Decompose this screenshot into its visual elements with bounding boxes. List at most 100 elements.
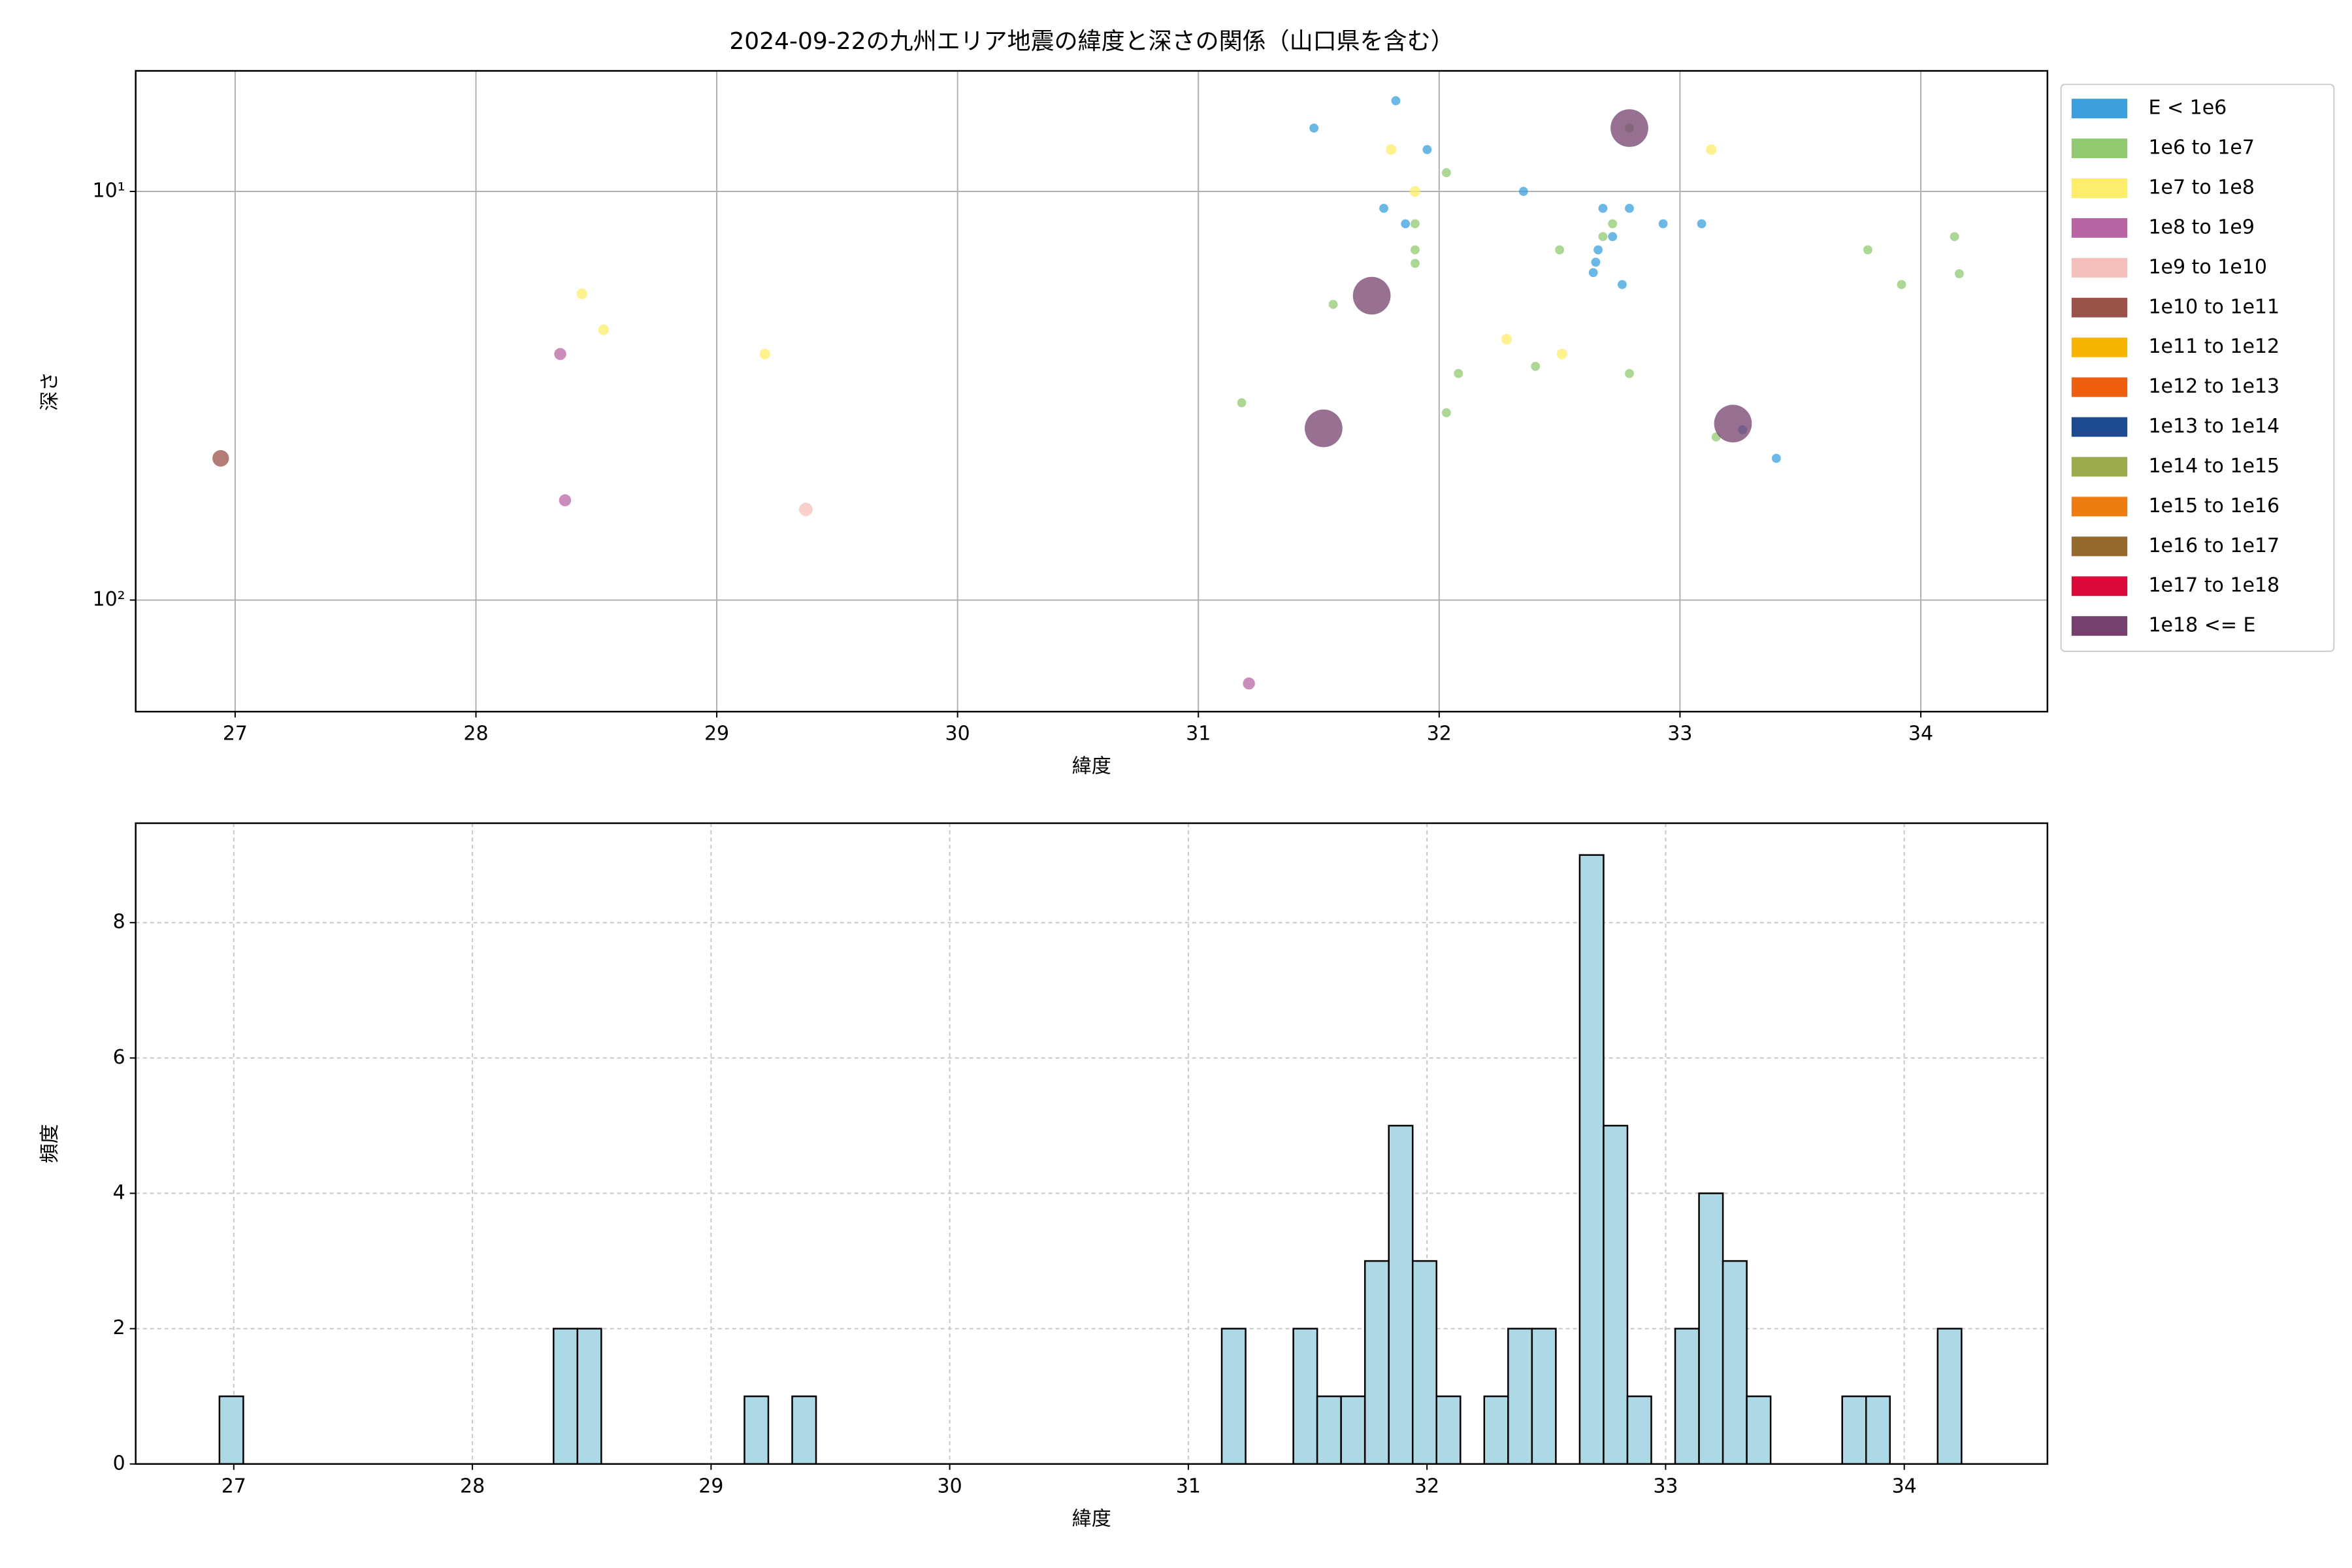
data-point — [576, 288, 587, 299]
data-point — [1243, 677, 1255, 690]
legend-label: 1e17 to 1e18 — [2148, 574, 2279, 597]
legend-label: 1e13 to 1e14 — [2148, 415, 2279, 438]
histogram-bar — [1364, 1260, 1390, 1465]
histogram-bar — [1674, 1328, 1700, 1465]
x-tick-label: 27 — [223, 723, 248, 745]
y-tick-label: 8 — [113, 911, 125, 934]
histogram-bar — [1220, 1328, 1247, 1465]
data-point — [1386, 144, 1397, 155]
histogram-bar — [1722, 1260, 1748, 1465]
x-tick-label: 30 — [945, 723, 970, 745]
data-point — [1610, 109, 1648, 147]
data-point — [1591, 257, 1601, 267]
data-point — [1309, 123, 1319, 133]
data-point — [1608, 232, 1618, 242]
data-point — [1379, 203, 1388, 213]
data-point — [1897, 280, 1906, 289]
legend-swatch — [2071, 377, 2128, 397]
histogram-bar — [1340, 1395, 1366, 1465]
data-point — [1411, 259, 1420, 269]
data-point — [1955, 269, 1964, 278]
x-tick-label: 34 — [1908, 723, 1933, 745]
x-tick-label: 32 — [1427, 723, 1452, 745]
data-point — [1598, 232, 1608, 242]
x-tick-label: 31 — [1186, 723, 1211, 745]
y-tick-label: 10² — [92, 588, 125, 611]
data-point — [1863, 245, 1872, 255]
data-point — [1422, 145, 1432, 154]
legend-label: 1e6 to 1e7 — [2148, 137, 2254, 159]
data-point — [1658, 219, 1668, 229]
x-tick-label: 34 — [1892, 1475, 1917, 1497]
chart-title: 2024-09-22の九州エリア地震の緯度と深さの関係（山口県を含む） — [729, 28, 1454, 55]
histogram-bar — [1936, 1328, 1963, 1465]
data-point — [1556, 348, 1567, 359]
data-point — [1771, 453, 1781, 463]
histogram-bar — [1316, 1395, 1342, 1465]
legend-swatch — [2071, 536, 2128, 557]
legend-label: 1e10 to 1e11 — [2148, 295, 2279, 318]
data-point — [1401, 219, 1411, 229]
histogram-bar — [1746, 1395, 1772, 1465]
data-point — [1608, 219, 1618, 229]
y-axis-label: 深さ — [39, 372, 61, 411]
x-tick-label: 33 — [1667, 723, 1692, 745]
x-tick-label: 29 — [704, 723, 729, 745]
histogram-bar — [1531, 1328, 1557, 1465]
data-point — [1454, 368, 1463, 378]
legend-label: 1e7 to 1e8 — [2148, 176, 2254, 199]
legend-swatch — [2071, 297, 2128, 318]
legend-swatch — [2071, 616, 2128, 636]
data-point — [1328, 299, 1338, 309]
data-point — [1950, 232, 1959, 242]
histogram-bar — [576, 1328, 602, 1465]
data-point — [598, 324, 609, 335]
legend-swatch — [2071, 576, 2128, 596]
histogram-bar — [553, 1328, 579, 1465]
histogram-bar — [218, 1395, 244, 1465]
data-point — [1625, 368, 1634, 378]
histogram-bar — [743, 1395, 770, 1465]
legend-swatch — [2071, 457, 2128, 477]
plot-frame — [135, 70, 2049, 713]
legend-label: 1e16 to 1e17 — [2148, 534, 2279, 557]
data-point — [1531, 361, 1541, 371]
legend-swatch — [2071, 139, 2128, 159]
data-point — [1518, 187, 1528, 196]
legend-label: 1e8 to 1e9 — [2148, 216, 2254, 238]
data-point — [1441, 168, 1451, 178]
legend-label: 1e9 to 1e10 — [2148, 255, 2267, 278]
histogram-bar — [1698, 1192, 1724, 1465]
histogram-bar — [1435, 1395, 1462, 1465]
plot-frame — [135, 822, 2049, 1465]
data-point — [1441, 408, 1451, 417]
x-tick-label: 28 — [463, 723, 488, 745]
data-point — [1593, 245, 1603, 255]
data-point — [1598, 203, 1608, 213]
legend-label: 1e12 to 1e13 — [2148, 375, 2279, 398]
data-point — [799, 502, 813, 517]
y-tick-label: 4 — [113, 1181, 125, 1204]
legend-swatch — [2071, 337, 2128, 357]
y-tick-label: 10¹ — [92, 179, 125, 202]
data-point — [1237, 398, 1247, 408]
data-point — [1409, 186, 1421, 197]
x-axis-label: 緯度 — [1072, 755, 1111, 778]
legend-swatch — [2071, 497, 2128, 517]
histogram-bar — [791, 1395, 817, 1465]
data-point — [212, 449, 229, 467]
data-point — [759, 348, 770, 359]
histogram-bar — [1841, 1395, 1867, 1465]
y-tick-label: 0 — [113, 1452, 125, 1475]
histogram-bar — [1483, 1395, 1509, 1465]
legend-swatch — [2071, 257, 2128, 278]
data-point — [1706, 144, 1717, 155]
data-point — [1305, 409, 1343, 448]
legend-label: 1e18 <= E — [2148, 614, 2255, 637]
x-tick-label: 33 — [1653, 1475, 1678, 1497]
data-point — [1625, 203, 1634, 213]
legend-label: 1e14 to 1e15 — [2148, 455, 2279, 478]
x-tick-label: 32 — [1414, 1475, 1439, 1497]
data-point — [1697, 219, 1707, 229]
